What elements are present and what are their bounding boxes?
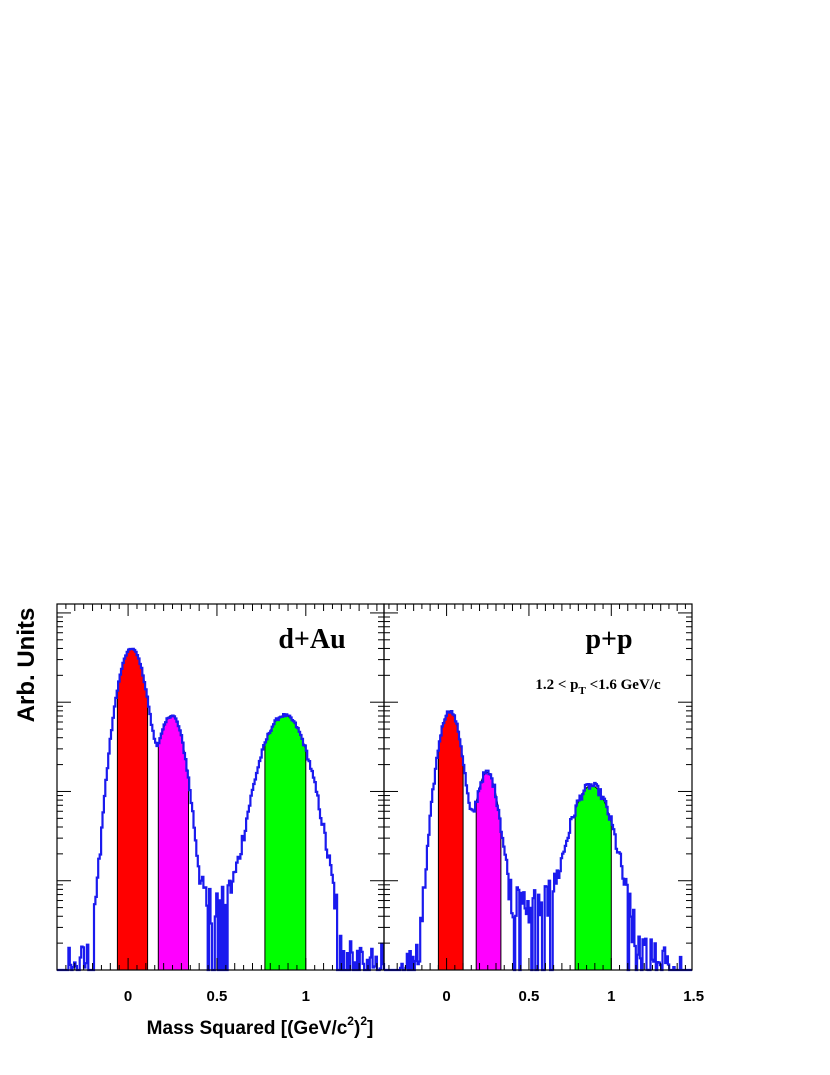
- region-pion: [116, 648, 149, 971]
- x-tick-label: 0.5: [519, 988, 540, 1005]
- x-tick-label: 1: [607, 988, 615, 1005]
- panel-frame: [383, 603, 693, 971]
- y-axis-label: Arb. Units: [13, 608, 40, 723]
- x-tick-label: 0: [124, 988, 132, 1005]
- panel-pp: 0 0.5 1 1.5: [383, 603, 704, 1005]
- x-tick-label: 0.5: [207, 988, 228, 1005]
- region-pion: [437, 710, 464, 971]
- histogram-line: [57, 647, 386, 972]
- x-tick-label: 1.5: [683, 988, 704, 1005]
- panel-label-pp: p+p: [585, 624, 632, 655]
- x-tick-label: 1: [302, 988, 310, 1005]
- region-proton: [574, 785, 612, 971]
- panel-label-dau: d+Au: [278, 624, 345, 655]
- histogram-line: [384, 710, 692, 972]
- x-axis-label: Mass Squared [(GeV/c2)2]: [147, 1014, 374, 1039]
- region-proton: [264, 714, 307, 971]
- panel-dau: 0 0.5 1: [56, 603, 386, 1005]
- pt-range-annotation: 1.2 < pT <1.6 GeV/c: [535, 677, 661, 697]
- x-tick-label: 0: [442, 988, 450, 1005]
